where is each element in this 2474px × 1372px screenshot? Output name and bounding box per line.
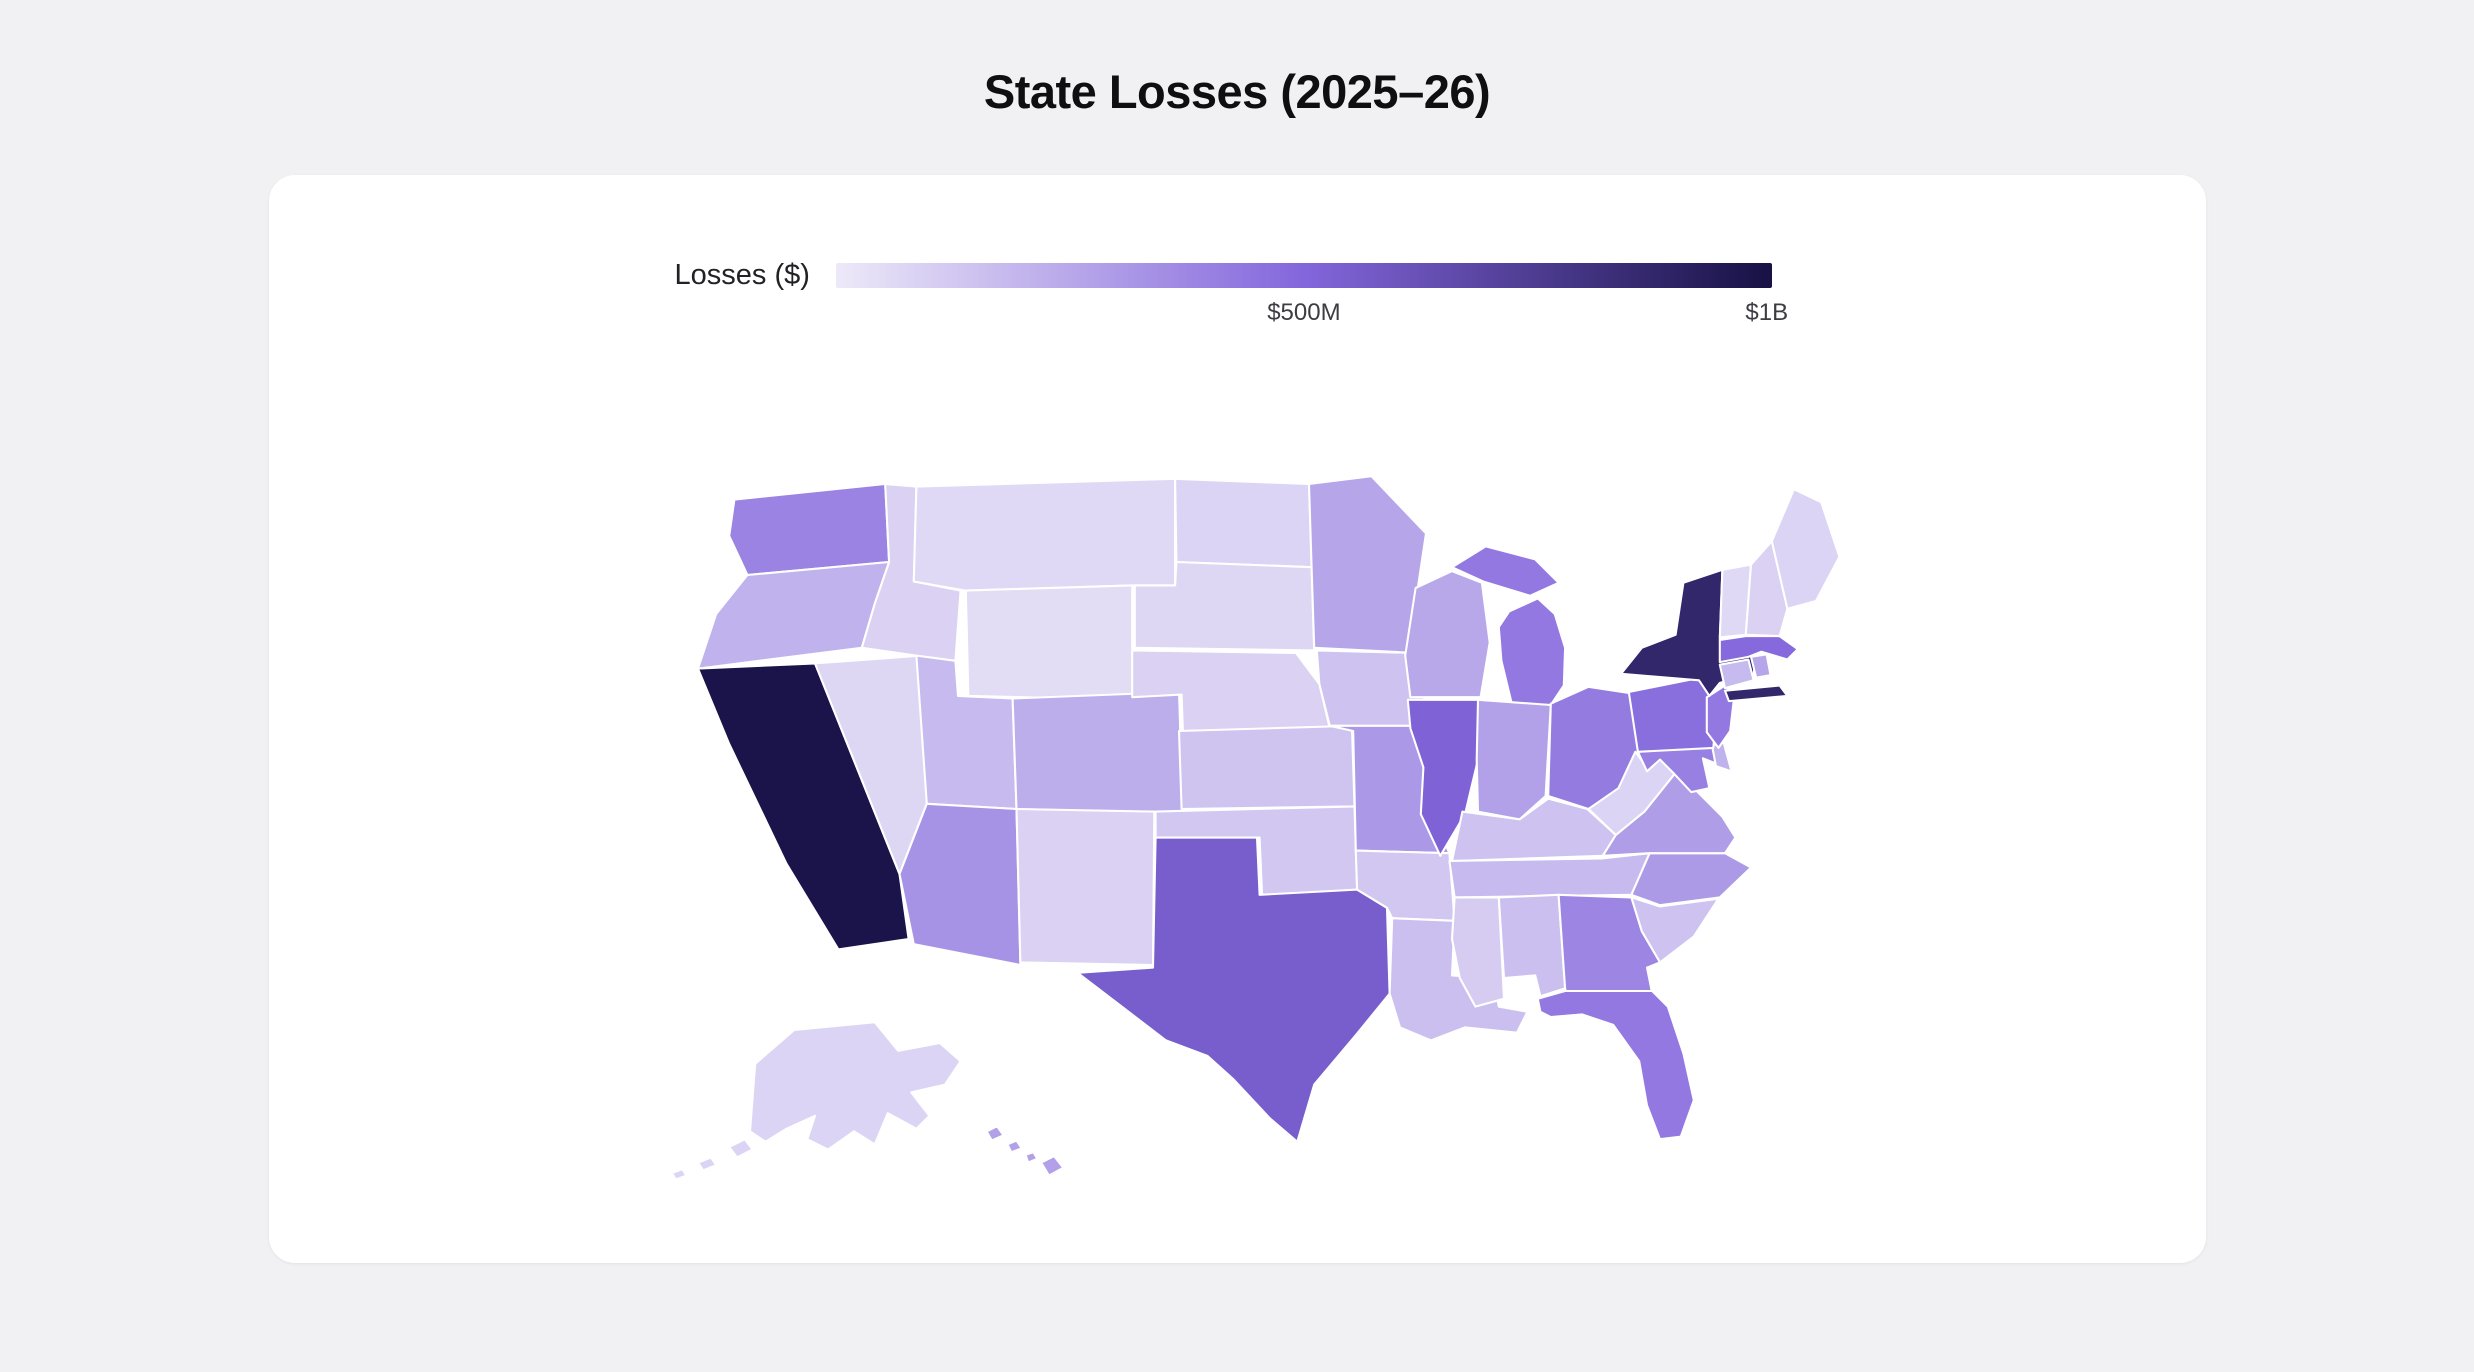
page-background: { "page": { "title": "State Losses (2025… xyxy=(0,64,2474,1372)
state-de[interactable] xyxy=(1710,741,1733,773)
state-co[interactable] xyxy=(1011,690,1184,814)
us-choropleth-map xyxy=(670,475,1840,1181)
state-me[interactable] xyxy=(1770,488,1840,610)
page-title: State Losses (2025–26) xyxy=(983,65,1491,118)
legend: Losses ($) $500M $1B xyxy=(674,259,1789,326)
state-mt[interactable] xyxy=(912,477,1176,592)
state-wa[interactable] xyxy=(727,482,890,577)
chart-card: Losses ($) $500M $1B xyxy=(268,175,2206,1263)
state-ct[interactable] xyxy=(1718,658,1755,690)
state-fl[interactable] xyxy=(1536,989,1695,1141)
legend-label: Losses ($) xyxy=(674,259,810,291)
legend-tick-1b: $1B xyxy=(1745,299,1789,326)
state-la[interactable] xyxy=(1388,917,1528,1042)
state-mi[interactable] xyxy=(1450,545,1566,707)
state-ks[interactable] xyxy=(1177,724,1356,811)
state-al[interactable] xyxy=(1497,893,1566,998)
state-nm[interactable] xyxy=(1014,807,1155,967)
state-in[interactable] xyxy=(1475,698,1552,821)
state-ri[interactable] xyxy=(1749,653,1772,679)
state-nc[interactable] xyxy=(1629,852,1752,907)
state-mn[interactable] xyxy=(1307,475,1427,655)
state-hi[interactable] xyxy=(985,1125,1064,1177)
state-sc[interactable] xyxy=(1629,896,1720,964)
state-wy[interactable] xyxy=(964,584,1133,701)
legend-gradient xyxy=(835,263,1772,288)
state-ak[interactable] xyxy=(670,1021,962,1181)
state-tn[interactable] xyxy=(1447,852,1651,899)
state-nd[interactable] xyxy=(1173,477,1313,569)
state-az[interactable] xyxy=(897,802,1021,967)
state-or[interactable] xyxy=(696,560,890,670)
legend-bar-wrap: $500M $1B xyxy=(835,263,1788,326)
legend-tick-500m: $500M xyxy=(1267,299,1341,326)
state-wi[interactable] xyxy=(1403,570,1491,699)
state-tx[interactable] xyxy=(1076,836,1391,1143)
